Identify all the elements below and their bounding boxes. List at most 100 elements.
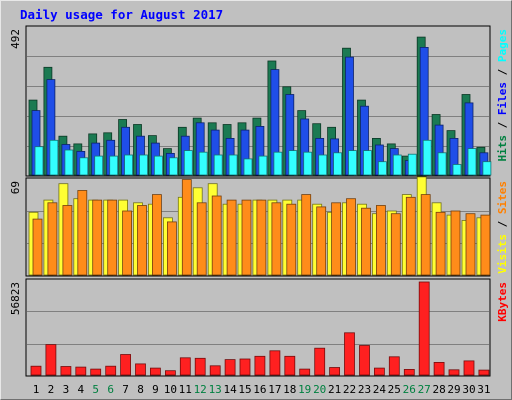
bar-pages-4 — [79, 157, 89, 176]
bar-sites-3 — [62, 205, 73, 276]
x-tick-label-22: 22 — [343, 383, 356, 396]
bar-pages-11 — [183, 150, 193, 176]
bar-kbytes-30 — [463, 360, 475, 376]
x-tick-label-2: 2 — [48, 383, 55, 396]
bar-sites-8 — [137, 205, 147, 276]
bar-pages-1 — [34, 146, 44, 176]
x-tick-label-4: 4 — [77, 383, 84, 396]
x-tick-label-8: 8 — [137, 383, 144, 396]
x-tick-label-28: 28 — [432, 383, 445, 396]
bar-kbytes-25 — [388, 356, 400, 376]
bar-kbytes-29 — [448, 369, 460, 376]
x-tick-label-3: 3 — [63, 383, 70, 396]
x-tick-label-31: 31 — [477, 383, 490, 396]
bar-kbytes-22 — [344, 332, 355, 376]
bar-kbytes-19 — [299, 368, 311, 376]
bar-kbytes-7 — [120, 354, 131, 376]
bar-pages-12 — [198, 151, 208, 176]
y-max-label: 492 — [9, 29, 22, 49]
x-tick-label-9: 9 — [152, 383, 159, 396]
x-tick-label-17: 17 — [268, 383, 281, 396]
x-tick-label-29: 29 — [447, 383, 460, 396]
bar-pages-23 — [363, 150, 372, 176]
bar-sites-13 — [211, 195, 222, 276]
chart-panel-2: 69 Visits / Sites — [9, 176, 509, 277]
bar-pages-29 — [452, 164, 462, 176]
bar-pages-15 — [243, 158, 253, 176]
bar-kbytes-24 — [373, 367, 385, 376]
bar-sites-24 — [375, 205, 386, 276]
x-tick-label-21: 21 — [328, 383, 341, 396]
bar-pages-28 — [437, 152, 447, 176]
bar-sites-5 — [92, 199, 103, 276]
chart-title: Daily usage for August 2017 — [20, 7, 224, 22]
x-tick-label-10: 10 — [164, 383, 177, 396]
bar-sites-6 — [107, 199, 118, 276]
bar-sites-17 — [271, 202, 282, 276]
bar-kbytes-26 — [403, 368, 415, 376]
x-tick-label-15: 15 — [238, 383, 251, 396]
chart-panel-3: 56823 KBytes — [9, 278, 509, 377]
bar-pages-31 — [482, 161, 492, 176]
bar-pages-3 — [64, 149, 74, 176]
bar-pages-13 — [213, 154, 223, 176]
bar-pages-26 — [407, 153, 417, 176]
bar-sites-7 — [122, 210, 132, 276]
bar-kbytes-4 — [75, 366, 87, 376]
bar-kbytes-11 — [179, 357, 191, 376]
bar-pages-27 — [422, 139, 432, 176]
bar-sites-15 — [241, 199, 252, 276]
bar-sites-2 — [47, 202, 58, 276]
bar-sites-21 — [331, 202, 342, 276]
bar-sites-19 — [301, 194, 312, 276]
x-tick-label-12: 12 — [194, 383, 207, 396]
x-tick-label-26: 26 — [403, 383, 416, 396]
x-tick-label-13: 13 — [209, 383, 222, 396]
bar-sites-16 — [256, 199, 267, 276]
x-tick-label-14: 14 — [223, 383, 237, 396]
bar-pages-22 — [348, 150, 357, 176]
chart-panel-1: 492 Hits / Files / Pages — [9, 25, 509, 177]
bar-kbytes-13 — [209, 365, 221, 376]
x-tick-label-20: 20 — [313, 383, 326, 396]
bar-kbytes-23 — [359, 345, 370, 376]
bar-kbytes-6 — [105, 365, 117, 376]
bar-sites-11 — [181, 179, 192, 276]
x-tick-label-6: 6 — [107, 383, 114, 396]
legend-item-pages: Pages — [496, 29, 509, 62]
legend-separator: / — [496, 214, 509, 234]
bar-sites-9 — [151, 194, 162, 276]
x-tick-label-1: 1 — [33, 383, 40, 396]
bar-kbytes-1 — [30, 365, 42, 376]
x-tick-label-11: 11 — [179, 383, 192, 396]
bar-sites-28 — [435, 211, 446, 276]
x-tick-label-23: 23 — [358, 383, 371, 396]
bar-sites-27 — [420, 194, 431, 276]
x-tick-label-30: 30 — [462, 383, 475, 396]
legend-item-files: Files — [496, 82, 509, 115]
bar-kbytes-20 — [314, 347, 326, 376]
bar-sites-31 — [480, 214, 491, 276]
x-tick-label-5: 5 — [92, 383, 99, 396]
bar-sites-25 — [390, 213, 401, 276]
bar-kbytes-10 — [164, 370, 176, 376]
bar-pages-6 — [109, 155, 119, 176]
bar-kbytes-27 — [418, 281, 430, 376]
bar-pages-10 — [168, 157, 178, 176]
bar-pages-21 — [333, 152, 343, 176]
bar-pages-30 — [467, 148, 477, 176]
bar-sites-30 — [465, 213, 476, 276]
legend: KBytes — [496, 282, 509, 322]
legend-item-kbytes: KBytes — [496, 282, 509, 322]
bar-pages-24 — [377, 161, 387, 176]
bar-sites-10 — [166, 221, 177, 276]
y-max-label: 69 — [9, 181, 22, 194]
bar-sites-22 — [346, 198, 356, 276]
bar-kbytes-2 — [45, 344, 57, 376]
bar-kbytes-8 — [135, 363, 146, 376]
bar-kbytes-12 — [194, 357, 206, 376]
bar-sites-1 — [32, 218, 43, 276]
bar-pages-17 — [273, 151, 283, 176]
bar-pages-14 — [228, 154, 238, 176]
legend-separator: / — [496, 62, 509, 82]
